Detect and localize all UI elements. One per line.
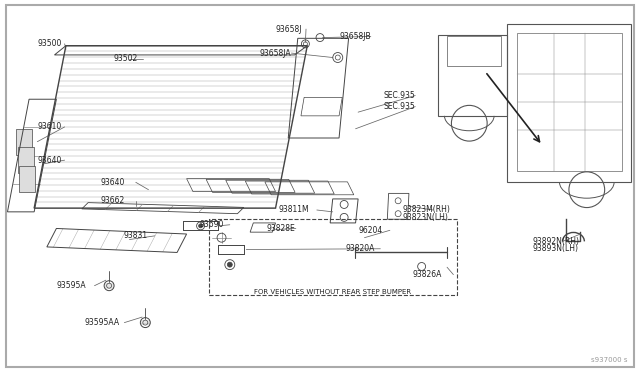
Text: 93595AA: 93595AA [85,318,120,327]
Text: 93610: 93610 [37,122,61,131]
Text: 93823M(RH): 93823M(RH) [403,205,451,215]
Polygon shape [16,129,32,155]
Text: SEC.935: SEC.935 [383,102,415,111]
Text: s937000 s: s937000 s [591,357,628,363]
Text: 96204: 96204 [358,226,382,235]
Bar [209,219,456,295]
Text: 93658JA: 93658JA [260,49,291,58]
Circle shape [198,224,203,228]
Text: SEC.935: SEC.935 [383,91,415,100]
Text: 93831: 93831 [123,231,147,240]
Polygon shape [18,147,34,173]
Text: 93640: 93640 [101,178,125,187]
Text: 93828E: 93828E [266,224,295,233]
Text: 93823N(LH): 93823N(LH) [403,213,449,222]
Text: 93658JB: 93658JB [339,32,371,41]
Text: FOR VEHICLES WITHOUT REAR STEP BUMPER: FOR VEHICLES WITHOUT REAR STEP BUMPER [254,289,412,295]
Text: 93500: 93500 [37,39,61,48]
Text: 93826A: 93826A [412,270,442,279]
Text: 93893N(LH): 93893N(LH) [532,244,579,253]
Text: 93690: 93690 [199,220,224,229]
Polygon shape [19,166,35,192]
Text: 93640: 93640 [37,155,61,165]
Text: 93811M: 93811M [278,205,309,215]
Text: 93502: 93502 [113,54,138,63]
Circle shape [227,262,232,267]
Text: 93595A: 93595A [56,281,86,290]
Text: 93658J: 93658J [276,25,302,33]
Text: 93662: 93662 [101,196,125,205]
Text: 93892N(RH): 93892N(RH) [532,237,580,246]
Text: 93820A: 93820A [346,244,375,253]
